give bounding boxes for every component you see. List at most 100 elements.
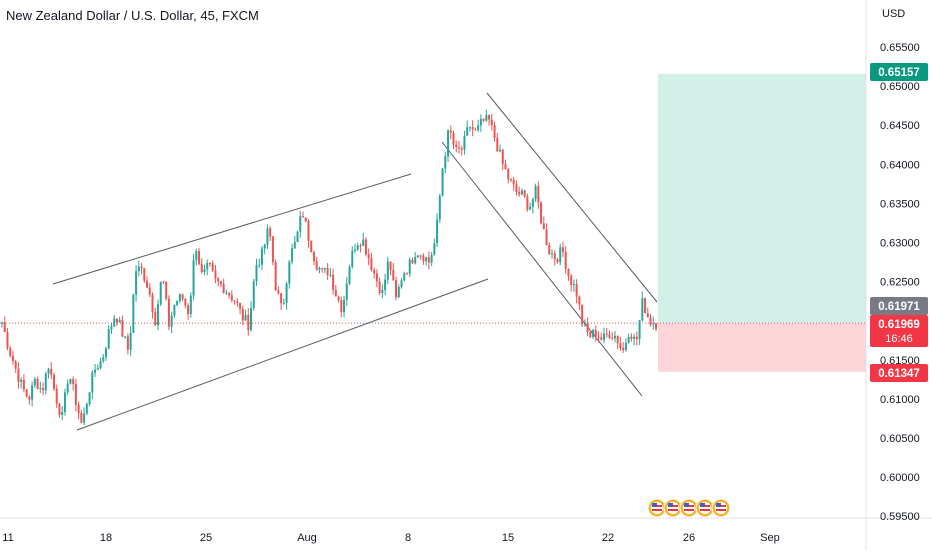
price-tick-label: 0.62500	[880, 277, 920, 289]
candle-body	[69, 379, 72, 384]
candle-body	[351, 250, 354, 267]
candle-body	[282, 303, 285, 305]
candle-body	[411, 259, 414, 264]
candle-body	[239, 302, 242, 309]
candle-body	[556, 259, 559, 263]
candle-body	[285, 283, 288, 304]
candle-body	[50, 368, 53, 375]
price-tick-label: 0.65000	[880, 81, 920, 93]
candle-body	[400, 280, 403, 287]
candle-body	[211, 263, 214, 271]
candle-body	[578, 296, 581, 305]
candle-body	[364, 239, 367, 255]
candle-body	[523, 190, 526, 197]
candle-body	[624, 342, 627, 350]
candle-body	[61, 411, 64, 415]
candle-body	[646, 313, 649, 318]
candle-body	[1, 322, 3, 324]
candle-body	[594, 329, 597, 337]
time-tick-label: 11	[2, 532, 13, 544]
ascending-channel-upper-line	[52, 173, 412, 285]
candle-body	[247, 314, 250, 331]
candle-body	[299, 216, 302, 232]
price-tick-label: 0.63000	[880, 238, 920, 250]
candle-body	[148, 287, 151, 295]
candle-body	[616, 335, 619, 344]
candle-body	[165, 281, 168, 299]
candle-body	[405, 273, 408, 275]
candle-body	[509, 179, 512, 181]
candle-body	[559, 247, 562, 263]
candle-body	[271, 236, 274, 263]
candle-body	[167, 298, 170, 327]
candle-body	[260, 248, 263, 265]
candle-body	[200, 263, 203, 272]
time-tick-label: 15	[502, 532, 514, 544]
candle-body	[250, 307, 253, 331]
candle-body	[323, 267, 326, 270]
candle-body	[348, 266, 351, 284]
candle-body	[526, 196, 529, 210]
candle-body	[173, 305, 176, 316]
candle-body	[110, 326, 113, 330]
last-price-label: 0.61971	[870, 297, 928, 315]
candle-body	[551, 253, 554, 255]
candle-body	[31, 385, 34, 400]
candle-body	[589, 332, 592, 338]
candle-body	[159, 281, 162, 305]
candle-body	[496, 137, 499, 152]
candle-body	[321, 268, 324, 270]
candle-body	[42, 388, 45, 391]
candle-body	[312, 252, 315, 262]
candle-body	[28, 396, 31, 400]
candle-body	[586, 323, 589, 333]
candle-body	[652, 323, 655, 325]
candle-body	[488, 115, 491, 120]
candle-body	[438, 195, 441, 220]
candle-body	[430, 254, 433, 263]
candle-body	[156, 304, 159, 326]
us-flag-icon	[663, 498, 683, 518]
candle-body	[85, 403, 88, 414]
candle-body	[236, 301, 239, 303]
candle-body	[340, 300, 343, 313]
candle-body	[17, 368, 20, 382]
descending-channel-upper-line	[486, 92, 658, 303]
candle-body	[198, 251, 201, 264]
candle-body	[561, 247, 564, 252]
candle-body	[217, 278, 220, 282]
price-tick-label: 0.63500	[880, 198, 920, 210]
candle-body	[655, 323, 657, 329]
candle-body	[507, 169, 510, 180]
candle-body	[395, 280, 398, 298]
candle-body	[181, 294, 184, 299]
candle-body	[447, 130, 450, 157]
candle-body	[14, 361, 17, 369]
candle-body	[326, 267, 329, 276]
candle-body	[222, 284, 225, 294]
candle-body	[63, 392, 66, 412]
candle-body	[277, 290, 280, 294]
candle-body	[132, 294, 135, 333]
candle-body	[255, 265, 258, 282]
candle-body	[244, 314, 247, 321]
candle-body	[463, 135, 466, 150]
price-tick-label: 0.65500	[880, 42, 920, 54]
candle-body	[203, 269, 206, 272]
candle-body	[375, 273, 378, 282]
loss-zone	[658, 323, 866, 372]
candle-body	[143, 267, 146, 281]
candle-body	[362, 239, 365, 246]
candle-body	[225, 292, 228, 294]
time-tick-label: 25	[200, 532, 212, 544]
candle-body	[471, 127, 474, 130]
candle-body	[373, 269, 376, 274]
candle-body	[307, 221, 310, 241]
candle-body	[258, 264, 261, 266]
target-price-label: 0.65157	[870, 63, 928, 81]
candle-body	[135, 271, 138, 295]
candle-body	[649, 317, 652, 325]
candle-body	[359, 245, 362, 247]
